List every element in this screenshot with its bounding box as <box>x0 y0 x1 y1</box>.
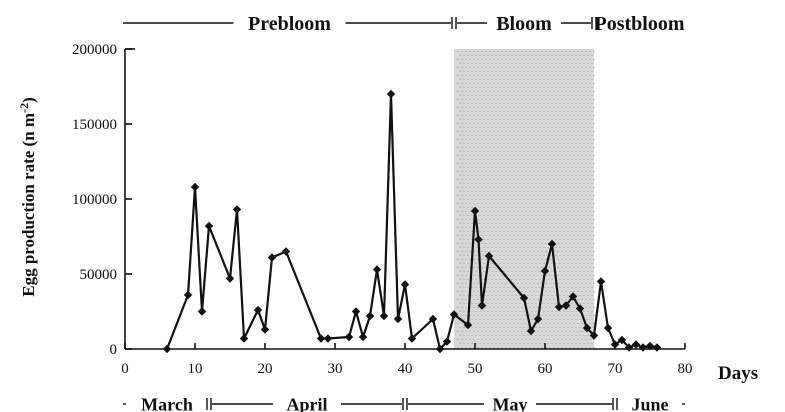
month-bar: March April May June <box>123 394 685 412</box>
data-point <box>393 314 403 324</box>
x-tick-label: 80 <box>678 361 693 377</box>
x-tick-label: 30 <box>328 361 343 377</box>
data-point <box>400 280 410 289</box>
data-point <box>540 266 550 276</box>
data-point <box>554 302 564 312</box>
y-tick-label: 150000 <box>72 117 117 133</box>
data-point <box>477 301 487 310</box>
data-markers <box>162 89 662 354</box>
month-label: April <box>286 394 327 412</box>
phase-label: Bloom <box>496 13 552 35</box>
x-axis-label: Days <box>718 363 758 384</box>
x-tick-label: 70 <box>608 361 623 377</box>
data-point <box>365 311 375 321</box>
y-tick-label: 50000 <box>80 267 118 283</box>
phase-bar: Prebloom Bloom Postbloom <box>123 13 685 35</box>
y-axis-label: Egg production rate (n m-2) <box>17 97 38 297</box>
data-point <box>183 290 193 300</box>
data-point <box>645 341 655 351</box>
phase-label: Prebloom <box>248 13 331 35</box>
x-tick-label: 40 <box>398 361 413 377</box>
data-point <box>596 277 606 286</box>
data-point <box>610 340 620 349</box>
data-point <box>526 326 536 336</box>
x-ticks: 0 10 20 30 40 50 60 70 80 <box>121 343 693 377</box>
data-point <box>386 89 396 99</box>
month-label: March <box>141 394 193 412</box>
data-point <box>561 301 571 310</box>
y-ticks: 0 50000 100000 150000 200000 <box>72 42 132 358</box>
y-tick-label: 100000 <box>72 192 117 208</box>
data-point <box>474 235 483 244</box>
x-tick-label: 10 <box>188 361 203 377</box>
data-point <box>484 251 494 261</box>
phase-label: Postbloom <box>595 13 685 35</box>
data-point <box>631 340 641 349</box>
data-point <box>470 206 480 216</box>
data-point <box>351 307 361 316</box>
data-point <box>603 323 613 333</box>
data-point <box>267 253 277 262</box>
data-point <box>442 337 452 346</box>
data-point <box>582 323 592 333</box>
data-point <box>638 343 648 352</box>
data-point <box>197 307 207 316</box>
data-point <box>533 314 543 324</box>
x-tick-label: 0 <box>121 361 129 377</box>
x-tick-label: 20 <box>258 361 273 377</box>
data-point <box>323 334 333 343</box>
data-point <box>316 334 326 343</box>
data-point <box>372 265 382 274</box>
data-point <box>204 221 214 231</box>
month-label: June <box>631 394 668 412</box>
data-point <box>589 331 599 340</box>
y-tick-label: 0 <box>110 342 118 358</box>
y-tick-label: 200000 <box>72 42 117 58</box>
data-point <box>260 325 270 334</box>
data-point <box>547 239 557 249</box>
data-point <box>358 332 368 342</box>
data-point <box>519 293 529 303</box>
data-point <box>253 305 263 315</box>
data-point <box>379 311 389 321</box>
data-point <box>624 343 634 352</box>
data-point <box>239 334 249 343</box>
data-point <box>617 335 627 345</box>
data-point <box>463 320 473 330</box>
data-point <box>652 343 662 352</box>
data-point <box>435 344 445 354</box>
data-point <box>190 182 200 192</box>
data-point <box>449 310 459 319</box>
data-point <box>162 344 172 354</box>
bloom-stipple-pattern <box>457 51 595 348</box>
month-label: May <box>493 394 528 412</box>
data-point <box>232 205 242 214</box>
data-point <box>428 314 438 324</box>
data-point <box>575 304 585 313</box>
data-point <box>225 274 235 283</box>
data-point <box>568 292 578 301</box>
data-point <box>407 334 417 343</box>
data-point <box>281 247 291 256</box>
x-tick-label: 50 <box>468 361 483 377</box>
x-tick-label: 60 <box>538 361 553 377</box>
data-point <box>344 332 354 342</box>
